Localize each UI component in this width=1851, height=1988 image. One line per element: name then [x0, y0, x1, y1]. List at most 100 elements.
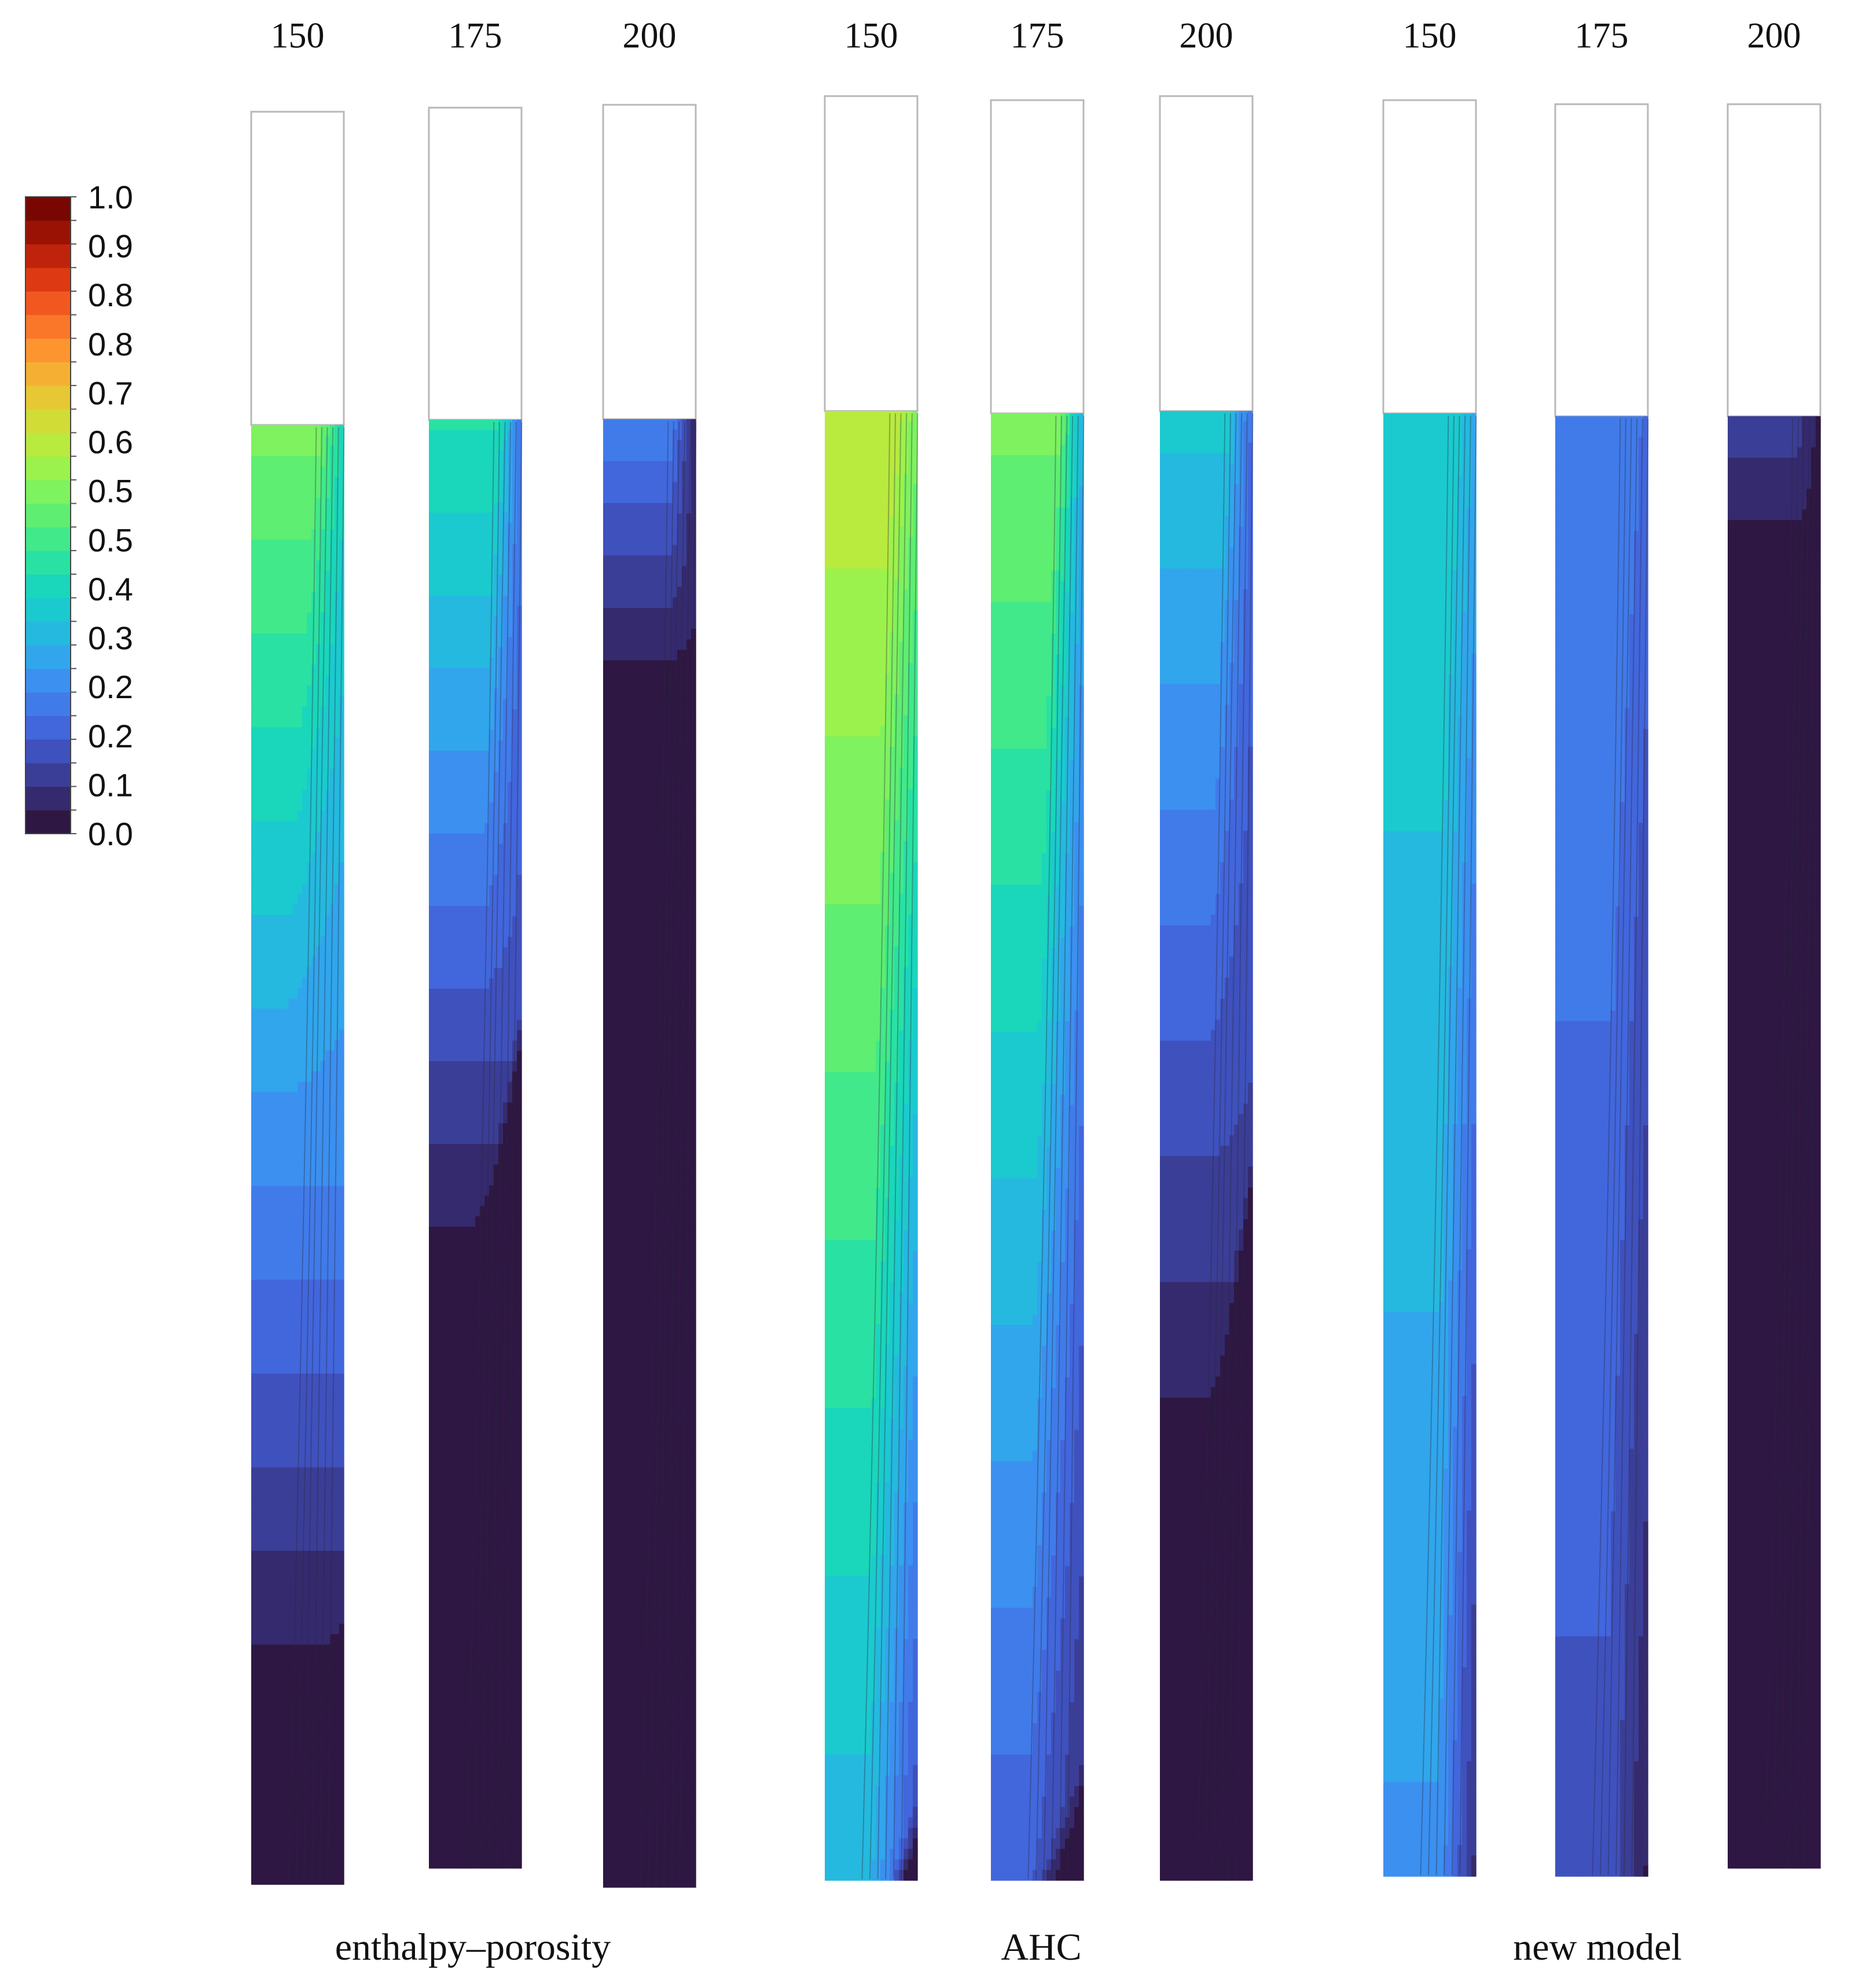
contour-cell	[251, 581, 256, 592]
contour-cell	[461, 647, 467, 658]
contour-cell	[429, 843, 434, 855]
contour-cell	[307, 967, 312, 978]
contour-cell	[256, 936, 261, 947]
contour-cell	[330, 425, 335, 436]
contour-cell	[293, 1832, 298, 1843]
contour-cell	[330, 1717, 335, 1729]
contour-cell	[484, 647, 490, 658]
contour-cell	[251, 1165, 256, 1176]
contour-cell	[298, 1696, 303, 1708]
contour-cell	[265, 821, 270, 832]
contour-cell	[498, 595, 504, 607]
contour-cell	[288, 758, 293, 769]
contour-cell	[517, 864, 522, 876]
contour-cell	[330, 1186, 335, 1197]
contour-cell	[330, 1425, 335, 1437]
contour-cell	[466, 771, 471, 783]
contour-cell	[251, 1248, 256, 1260]
contour-cell	[489, 937, 494, 948]
contour-cell	[517, 1454, 522, 1465]
contour-cell	[265, 1248, 270, 1260]
contour-cell	[484, 978, 490, 989]
contour-cell	[321, 1675, 326, 1687]
contour-cell	[438, 926, 443, 938]
contour-cell	[260, 1582, 266, 1593]
contour-cell	[284, 1342, 289, 1354]
contour-cell	[480, 926, 485, 938]
contour-cell	[288, 1623, 293, 1635]
contour-cell	[298, 1019, 303, 1030]
contour-cell	[284, 998, 289, 1010]
contour-cell	[274, 1071, 280, 1083]
contour-cell	[325, 1561, 330, 1572]
contour-cell	[325, 1081, 330, 1093]
contour-cell	[466, 1009, 471, 1021]
contour-cell	[311, 1248, 317, 1260]
contour-cell	[335, 1811, 340, 1822]
contour-cell	[475, 1154, 480, 1165]
contour-cell	[279, 946, 284, 958]
contour-cell	[475, 896, 480, 907]
contour-cell	[452, 1019, 457, 1031]
contour-cell	[461, 1340, 467, 1352]
contour-cell	[265, 644, 270, 655]
contour-cell	[489, 1247, 494, 1259]
contour-cell	[321, 790, 326, 801]
contour-cell	[484, 1051, 490, 1062]
contour-cell	[475, 420, 480, 431]
contour-cell	[293, 706, 298, 717]
contour-cell	[438, 761, 443, 772]
contour-cell	[288, 1863, 293, 1875]
contour-cell	[288, 1384, 293, 1395]
contour-cell	[251, 1227, 256, 1239]
contour-cell	[466, 709, 471, 720]
contour-cell	[489, 1216, 494, 1227]
contour-cell	[335, 883, 340, 895]
contour-cell	[284, 988, 289, 999]
contour-cell	[316, 956, 321, 968]
contour-cell	[457, 1081, 462, 1093]
contour-cell	[517, 1113, 522, 1124]
contour-cell	[330, 1707, 335, 1718]
contour-cell	[288, 1113, 293, 1124]
contour-cell	[447, 916, 453, 927]
contour-cell	[489, 699, 494, 710]
contour-cell	[512, 823, 517, 834]
contour-cell	[461, 1247, 467, 1259]
contour-cell	[274, 1300, 280, 1312]
contour-cell	[284, 1373, 289, 1385]
contour-cell	[452, 544, 457, 555]
contour-cell	[484, 554, 490, 565]
contour-cell	[311, 1623, 317, 1635]
contour-cell	[339, 810, 344, 821]
contour-cell	[429, 1019, 434, 1031]
contour-cell	[274, 560, 280, 571]
contour-cell	[325, 1436, 330, 1447]
contour-cell	[494, 843, 499, 855]
contour-cell	[279, 675, 284, 686]
contour-cell	[339, 467, 344, 478]
contour-cell	[302, 1384, 307, 1395]
contour-cell	[339, 1092, 344, 1103]
contour-cell	[274, 1363, 280, 1374]
contour-cell	[443, 823, 448, 834]
contour-cell	[279, 800, 284, 811]
contour-cell	[321, 1404, 326, 1416]
contour-cell	[293, 1529, 298, 1541]
contour-cell	[466, 896, 471, 907]
contour-cell	[260, 800, 266, 811]
contour-cell	[265, 1873, 270, 1885]
contour-cell	[325, 1259, 330, 1270]
contour-cell	[260, 1311, 266, 1322]
contour-cell	[279, 1509, 284, 1520]
colorbar-swatch	[25, 786, 71, 810]
contour-cell	[293, 1269, 298, 1281]
contour-cell	[508, 678, 513, 689]
contour-cell	[339, 1425, 344, 1437]
contour-cell	[330, 612, 335, 623]
contour-cell	[251, 883, 256, 895]
contour-cell	[288, 1446, 293, 1458]
contour-cell	[284, 1029, 289, 1041]
contour-cell	[457, 1113, 462, 1124]
contour-cell	[512, 1185, 517, 1197]
